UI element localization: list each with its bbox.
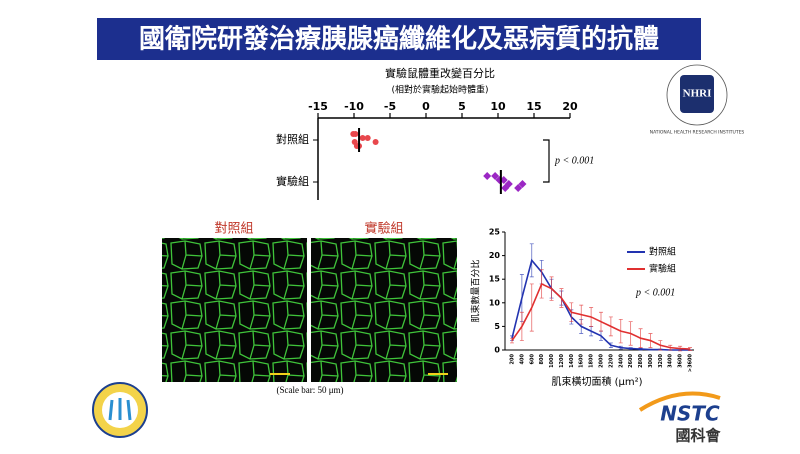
data-point [364, 135, 371, 141]
caption: (Scale bar: 50 μm) [276, 385, 343, 395]
x-tick-label: 800 [539, 353, 545, 364]
x-tick-label: 2400 [618, 353, 624, 367]
data-line [511, 282, 691, 350]
micrograph [311, 238, 457, 382]
y-tick-label: 20 [489, 251, 501, 260]
x-tick-label: 1800 [589, 353, 595, 367]
x-tick-label: 1200 [559, 353, 565, 367]
x-tick-label: 1600 [579, 353, 585, 367]
chart-title: 實驗鼠體重改變百分比 [385, 66, 495, 80]
x-tick-label: 400 [519, 353, 525, 364]
x-tick-label: 600 [529, 353, 535, 364]
x-tick-label: 200 [510, 353, 516, 364]
x-tick-label: 10 [490, 100, 506, 113]
y-tick-label: 對照組 [276, 132, 309, 146]
y-axis-label: 肌束數量百分比 [470, 259, 482, 322]
x-tick-label: 2000 [599, 353, 605, 367]
p-value: p < 0.001 [554, 155, 594, 166]
micrograph-label: 對照組 [214, 222, 253, 237]
nstc-text: NSTC [660, 402, 720, 426]
left-logo [92, 382, 148, 438]
data-point [483, 172, 492, 180]
legend-label: 實驗組 [649, 263, 676, 275]
y-tick-label: 實驗組 [276, 174, 309, 188]
data-point [372, 139, 379, 145]
micrograph [162, 238, 307, 382]
x-tick-label: -5 [384, 100, 396, 113]
x-tick-label: 1000 [549, 353, 555, 367]
svg-text:NHRI: NHRI [683, 88, 712, 100]
x-tick-label: 1400 [569, 353, 575, 367]
x-tick-label: 3600 [678, 353, 684, 367]
data-point [359, 135, 366, 141]
x-tick-label: 15 [526, 100, 541, 113]
title-banner [97, 18, 701, 60]
significance-bracket [543, 139, 550, 183]
nstc-name: 國科會 [675, 427, 721, 445]
data-point [351, 139, 358, 145]
nhri-logo: NHRI NATIONAL HEALTH RESEARCH INSTITUTES [650, 64, 745, 136]
x-tick-label: 3200 [658, 353, 664, 367]
data-point [518, 180, 527, 188]
x-tick-label: 2800 [638, 353, 644, 367]
data-point [514, 184, 523, 192]
y-tick-label: 0 [494, 346, 500, 355]
x-tick-label: -15 [308, 100, 328, 113]
data-point [491, 172, 500, 180]
y-tick-label: 25 [489, 228, 501, 237]
data-point [350, 131, 357, 137]
x-tick-label: -10 [344, 100, 364, 113]
x-tick-label: 3400 [668, 353, 674, 367]
x-tick-label: 3000 [648, 353, 654, 367]
nhri-name: NATIONAL HEALTH RESEARCH INSTITUTES [650, 130, 745, 136]
y-tick-label: 15 [489, 275, 501, 284]
x-axis-label: 肌束橫切面積 (μm²) [551, 375, 642, 388]
x-tick-label: 0 [422, 100, 430, 113]
x-tick-label: 20 [562, 100, 578, 113]
nstc-logo: NSTC 國科會 [638, 391, 721, 445]
legend-label: 對照組 [649, 246, 676, 258]
slide-title: 國衛院研發治療胰腺癌纖維化及惡病質的抗體 [139, 24, 659, 55]
x-tick-label: >3600 [688, 353, 694, 372]
data-point [501, 184, 510, 192]
p-value: p < 0.001 [635, 287, 675, 298]
y-tick-label: 5 [494, 322, 500, 331]
x-tick-label: 2600 [628, 353, 634, 367]
y-tick-label: 10 [489, 298, 501, 307]
micrograph-label: 實驗組 [364, 221, 403, 237]
x-tick-label: 5 [458, 100, 466, 113]
chart-subtitle: (相對於實驗起始時體重) [391, 84, 488, 96]
x-tick-label: 2200 [608, 353, 614, 367]
